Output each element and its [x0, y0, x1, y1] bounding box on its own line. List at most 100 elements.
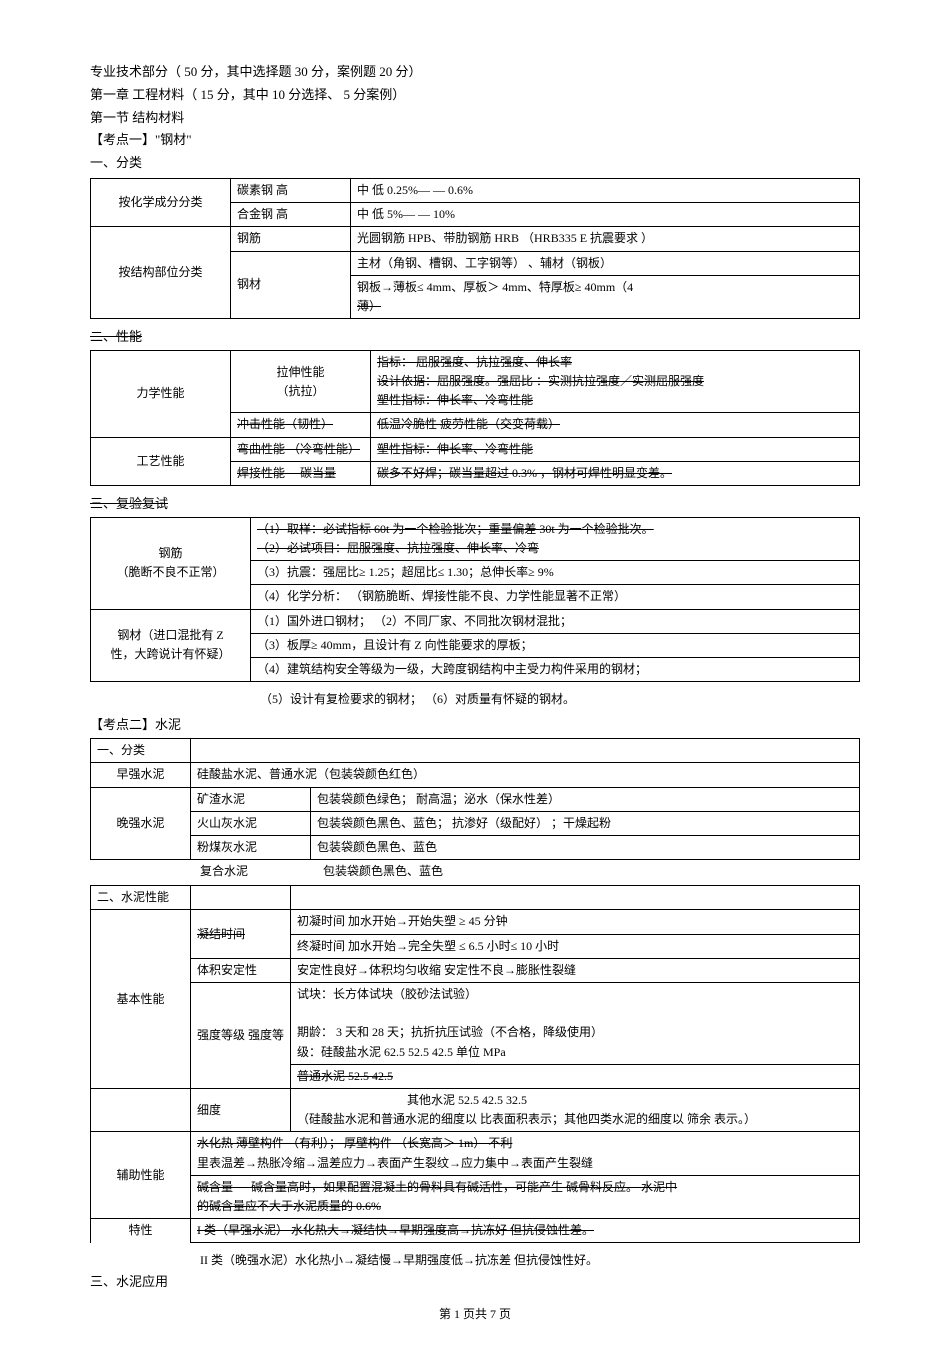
cell: 粉煤灰水泥: [191, 835, 311, 859]
cell: 工艺性能: [91, 437, 231, 485]
cell: 火山灰水泥: [191, 811, 311, 835]
cell: [91, 1088, 191, 1131]
cell: 冲击性能（韧性）: [231, 413, 371, 437]
text: 指标： 屈服强度、抗拉强度、伸长率: [377, 353, 853, 372]
text: 强度等级 强度等: [197, 1028, 284, 1042]
cell: 特性: [91, 1219, 191, 1243]
cell: （4）化学分析： （钢筋脆断、焊接性能不良、力学性能显著不正常）: [251, 585, 860, 609]
table-performance: 力学性能 拉伸性能 （抗拉） 指标： 屈服强度、抗拉强度、伸长率 设计依据：屈服…: [90, 350, 860, 486]
cell: 二、水泥性能: [91, 886, 191, 910]
cell: 钢材（进口混批有 Z 性，大跨说计有怀疑）: [91, 609, 251, 682]
cell: 基本性能: [91, 910, 191, 1089]
table-reinspection: 钢筋 （脆断不良不正常） （1）取样：必试指标 60t 为一个检验批次；重量偏差…: [90, 517, 860, 682]
cell: [191, 886, 291, 910]
cell: 矿渣水泥: [191, 787, 311, 811]
text: 钢板→薄板≤ 4mm、厚板＞ 4mm、特厚板≥ 40mm（4: [357, 280, 633, 294]
section-3-title: 三、复验复试: [90, 494, 860, 515]
cell: 主材（角钢、槽钢、工字钢等） 、辅材（钢板）: [351, 251, 860, 275]
cell: 安定性良好→体积均匀收缩 安定性不良→膨胀性裂缝: [291, 958, 860, 982]
text: 级：硅酸盐水泥 62.5 52.5 42.5 单位 MPa: [297, 1043, 853, 1062]
section-c-title: 三、水泥应用: [90, 1272, 860, 1293]
text: II 类（晚强水泥）水化热小→凝结慢→早期强度低→抗冻差 但抗侵蚀性好。: [90, 1251, 860, 1270]
cell: 碳多不好焊；碳当量超过 0.3% ，钢材可焊性明显变差。: [371, 461, 860, 485]
text: 复合水泥: [200, 862, 320, 881]
cell: 硅酸盐水泥、普通水泥（包装袋颜色红色）: [191, 763, 860, 787]
cell: 光圆钢筋 HPB、带肋钢筋 HRB （HRB335 E 抗震要求 ）: [351, 227, 860, 251]
text: 钢材（进口混批有 Z: [117, 628, 223, 642]
text: 钢筋: [158, 546, 182, 560]
section-1-title: 一、分类: [90, 153, 860, 174]
cell: 其他水泥 52.5 42.5 32.5 （硅酸盐水泥和普通水泥的细度以 比表面积…: [291, 1088, 860, 1131]
text: 性，大跨说计有怀疑）: [110, 647, 230, 661]
cell: 碳素钢 高: [231, 178, 351, 202]
text: 焊接性能: [237, 466, 285, 480]
cell: 焊接性能 碳当量: [231, 461, 371, 485]
text: 碱含量: [197, 1180, 233, 1194]
cell: （3）抗震：强屈比≥ 1.25；超屈比≤ 1.30；总伸长率≥ 9%: [251, 561, 860, 585]
section-2-title: 二、性能: [90, 327, 860, 348]
cell: 力学性能: [91, 350, 231, 437]
cell: 早强水泥: [91, 763, 191, 787]
cell: 晚强水泥: [91, 787, 191, 860]
cell: 包装袋颜色绿色； 耐高温；泌水（保水性差）: [311, 787, 860, 811]
text: 普通水泥 52.5 42.5: [297, 1069, 393, 1083]
cell: 中 低 0.25%— — 0.6%: [351, 178, 860, 202]
header-line-2: 第一章 工程材料（ 15 分，其中 10 分选择、 5 分案例）: [90, 85, 860, 106]
text: 其他水泥 52.5 42.5 32.5: [297, 1091, 853, 1110]
table-classification: 按化学成分分类 碳素钢 高 中 低 0.25%— — 0.6% 合金钢 高 中 …: [90, 178, 860, 319]
cell: 塑性指标：伸长率、冷弯性能: [371, 437, 860, 461]
cell: 碱含量 碱含量高时，如果配置混凝土的骨料具有碱活性，可能产生 碱骨料反应。 水泥…: [191, 1175, 860, 1218]
cell: 普通水泥 52.5 42.5: [291, 1064, 860, 1088]
cell: 钢筋: [231, 227, 351, 251]
text: 包装袋颜色黑色、蓝色: [323, 864, 443, 878]
cell: 弯曲性能 （冷弯性能）: [231, 437, 371, 461]
text: 里表温差→热胀冷缩→温差应力→表面产生裂纹→应力集中→表面产生裂缝: [197, 1154, 853, 1173]
cell: 拉伸性能 （抗拉）: [231, 350, 371, 413]
text: （脆断不良不正常）: [116, 565, 224, 579]
cell: [191, 739, 860, 763]
header-line-3: 第一节 结构材料: [90, 108, 860, 129]
text: 的碱含量应不大于水泥质量的 0.6%: [197, 1199, 381, 1213]
text: 水化热 薄壁构件 （有利）； 厚壁构件 （长宽高＞ 1m） 不利: [197, 1134, 853, 1153]
cell: 初凝时间 加水开始→开始失塑 ≥ 45 分钟: [291, 910, 860, 934]
cell: 合金钢 高: [231, 203, 351, 227]
cell: 钢材: [231, 251, 351, 319]
text: （2）必试项目：屈服强度、抗拉强度、伸长率、冷弯: [257, 539, 853, 558]
cell: 钢板→薄板≤ 4mm、厚板＞ 4mm、特厚板≥ 40mm（4 薄）: [351, 275, 860, 318]
cell: 钢筋 （脆断不良不正常）: [91, 517, 251, 609]
text: 碱含量高时，如果配置混凝土的骨料具有碱活性，可能产生 碱骨料反应。 水泥中: [251, 1180, 677, 1194]
text: 薄）: [357, 299, 381, 313]
cell: （1）取样：必试指标 60t 为一个检验批次；重量偏差 30t 为一个检验批次。…: [251, 517, 860, 560]
cell: 试块：长方体试块（胶砂法试验） 期龄： 3 天和 28 天；抗折抗压试验（不合格…: [291, 983, 860, 1065]
header-block: 专业技术部分（ 50 分，其中选择题 30 分，案例题 20 分） 第一章 工程…: [90, 62, 860, 174]
row-extra: 复合水泥 包装袋颜色黑色、蓝色: [90, 862, 860, 881]
keypoint-2: 【考点二】水泥: [90, 715, 860, 736]
text: （1）取样：必试指标 60t 为一个检验批次；重量偏差 30t 为一个检验批次。: [257, 520, 853, 539]
table-cement-class: 一、分类 早强水泥 硅酸盐水泥、普通水泥（包装袋颜色红色） 晚强水泥 矿渣水泥 …: [90, 738, 860, 860]
text: 塑性指标：伸长率、冷弯性能: [377, 391, 853, 410]
cell: 一、分类: [91, 739, 191, 763]
cell: 中 低 5%— — 10%: [351, 203, 860, 227]
cell: [291, 886, 860, 910]
text: （抗拉）: [276, 384, 324, 398]
cell: 凝结时间: [191, 910, 291, 958]
header-line-1: 专业技术部分（ 50 分，其中选择题 30 分，案例题 20 分）: [90, 62, 860, 83]
cell: 体积安定性: [191, 958, 291, 982]
cell: （1）国外进口钢材； （2）不同厂家、不同批次钢材混批；: [251, 609, 860, 633]
cell: （4）建筑结构安全等级为一级，大跨度钢结构中主受力构件采用的钢材；: [251, 657, 860, 681]
cell: 低温冷脆性 疲劳性能（交变荷载）: [371, 413, 860, 437]
text: 碳当量: [300, 466, 336, 480]
cell: 指标： 屈服强度、抗拉强度、伸长率 设计依据：屈服强度。强屈比 ：实测抗拉强度／…: [371, 350, 860, 413]
cell: 强度等级 强度等: [191, 983, 291, 1089]
cell: I 类（早强水泥） 水化热大→凝结快→早期强度高→抗冻好 但抗侵蚀性差。: [191, 1219, 860, 1243]
keypoint-1: 【考点一】"钢材": [90, 130, 860, 151]
table-cement-perf: 二、水泥性能 基本性能 凝结时间 初凝时间 加水开始→开始失塑 ≥ 45 分钟 …: [90, 885, 860, 1243]
text: 期龄： 3 天和 28 天；抗折抗压试验（不合格，降级使用）: [297, 1023, 853, 1042]
cell: 水化热 薄壁构件 （有利）； 厚壁构件 （长宽高＞ 1m） 不利 里表温差→热胀…: [191, 1132, 860, 1175]
text: （5）设计有复检要求的钢材； （6）对质量有怀疑的钢材。: [90, 690, 860, 709]
text: 设计依据：屈服强度。强屈比 ：实测抗拉强度／实测屈服强度: [377, 372, 853, 391]
page-footer: 第 1 页共 7 页: [90, 1305, 860, 1324]
text: 拉伸性能: [276, 365, 324, 379]
cell: 按结构部位分类: [91, 227, 231, 319]
cell: 包装袋颜色黑色、蓝色； 抗渗好（级配好） ；干燥起粉: [311, 811, 860, 835]
